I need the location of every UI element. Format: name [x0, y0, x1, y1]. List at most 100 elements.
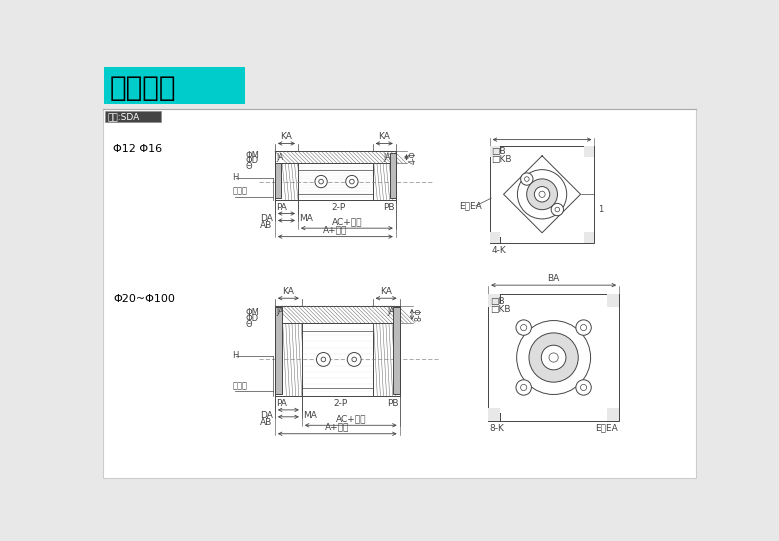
Text: KA: KA — [379, 132, 390, 141]
Bar — [105, 111, 161, 122]
Bar — [607, 408, 619, 421]
Bar — [275, 306, 400, 323]
Text: 外部尺寸: 外部尺寸 — [110, 74, 177, 102]
Circle shape — [316, 353, 330, 366]
Circle shape — [534, 187, 550, 202]
Text: 2-P: 2-P — [332, 203, 346, 212]
Text: □B: □B — [492, 147, 506, 156]
Circle shape — [319, 179, 323, 184]
Text: AC+行程: AC+行程 — [332, 217, 362, 226]
Bar — [104, 67, 245, 104]
Text: □KB: □KB — [492, 155, 512, 164]
Text: 型號:SDA: 型號:SDA — [107, 113, 139, 122]
Circle shape — [520, 385, 527, 391]
Text: 8-K: 8-K — [490, 424, 505, 433]
Circle shape — [321, 357, 326, 362]
Text: Φ20~Φ100: Φ20~Φ100 — [113, 294, 175, 305]
Circle shape — [520, 173, 533, 185]
Text: 1: 1 — [598, 205, 604, 214]
Circle shape — [516, 320, 531, 335]
Text: ΦM: ΦM — [245, 308, 259, 316]
Text: ΦM: ΦM — [245, 150, 259, 160]
Bar — [298, 163, 372, 200]
Circle shape — [580, 385, 587, 391]
Text: 4-K: 4-K — [492, 246, 506, 255]
Text: PA: PA — [277, 399, 287, 408]
Text: KA: KA — [283, 287, 294, 296]
Bar — [275, 307, 282, 394]
Circle shape — [549, 353, 559, 362]
Bar — [488, 294, 619, 421]
Bar — [301, 323, 372, 396]
Text: 二面幅: 二面幅 — [233, 381, 248, 390]
Text: □KB: □KB — [490, 305, 510, 314]
Text: KA: KA — [380, 287, 392, 296]
Bar — [372, 151, 396, 200]
Bar — [488, 408, 500, 421]
Text: H: H — [233, 351, 239, 360]
Circle shape — [524, 177, 529, 181]
Text: DA: DA — [259, 411, 273, 420]
Circle shape — [516, 321, 590, 394]
Text: Θ: Θ — [245, 162, 252, 171]
Text: □B: □B — [490, 296, 504, 306]
Bar — [372, 306, 400, 396]
Circle shape — [580, 325, 587, 331]
Text: PA: PA — [277, 203, 287, 212]
Bar — [490, 232, 500, 243]
Bar — [488, 294, 500, 307]
Circle shape — [576, 380, 591, 395]
Text: AB: AB — [260, 221, 273, 230]
Circle shape — [541, 345, 566, 370]
Text: KA: KA — [280, 132, 292, 141]
Circle shape — [516, 380, 531, 395]
Bar — [490, 146, 500, 156]
Text: 2-P: 2-P — [333, 399, 347, 408]
Bar — [490, 146, 594, 243]
Text: DA: DA — [259, 214, 273, 223]
Circle shape — [555, 207, 559, 212]
Text: 4-Φ: 4-Φ — [409, 150, 418, 164]
Text: JA: JA — [387, 307, 395, 316]
Text: A+行程: A+行程 — [323, 225, 347, 234]
Bar — [275, 306, 301, 396]
Circle shape — [529, 333, 578, 382]
Bar — [275, 153, 281, 198]
Text: PB: PB — [387, 399, 399, 408]
Circle shape — [350, 179, 354, 184]
Bar — [103, 109, 696, 478]
Text: AC+行程: AC+行程 — [336, 414, 366, 423]
Text: H: H — [233, 173, 239, 182]
Text: JA: JA — [277, 153, 284, 162]
Text: MA: MA — [303, 411, 317, 420]
Text: ΦD: ΦD — [245, 156, 259, 165]
Bar — [583, 146, 594, 156]
Bar — [275, 151, 396, 163]
Text: Φ12 Φ16: Φ12 Φ16 — [113, 144, 162, 154]
Circle shape — [517, 170, 566, 219]
Text: JA: JA — [383, 153, 391, 162]
Text: 8-Φ: 8-Φ — [414, 308, 423, 321]
Circle shape — [520, 325, 527, 331]
Bar — [607, 294, 619, 307]
Text: ΦD: ΦD — [245, 314, 259, 323]
Circle shape — [539, 191, 545, 197]
Text: PB: PB — [383, 203, 395, 212]
Bar — [583, 232, 594, 243]
Bar — [393, 307, 400, 394]
Text: BA: BA — [548, 274, 560, 283]
Circle shape — [315, 175, 327, 188]
Bar — [275, 151, 298, 200]
Text: E深EA: E深EA — [595, 424, 618, 433]
Text: Θ: Θ — [245, 320, 252, 329]
Circle shape — [352, 357, 357, 362]
Text: A+行程: A+行程 — [325, 423, 350, 431]
Circle shape — [346, 175, 358, 188]
Text: 二面幅: 二面幅 — [233, 187, 248, 196]
Circle shape — [527, 179, 558, 210]
Circle shape — [347, 353, 361, 366]
Bar — [390, 153, 396, 198]
Circle shape — [552, 203, 563, 216]
Circle shape — [576, 320, 591, 335]
Text: MA: MA — [299, 214, 313, 223]
